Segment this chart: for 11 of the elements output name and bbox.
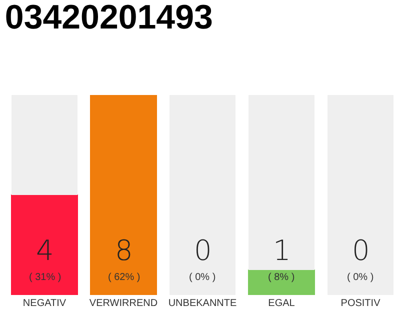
x-tick-label: EGAL bbox=[268, 298, 296, 309]
chart-title: 03420201493 bbox=[4, 0, 213, 37]
data-label: 1 ( 8% ) bbox=[268, 234, 295, 283]
data-label: 0 ( 0% ) bbox=[189, 234, 216, 283]
x-tick-label: POSITIV bbox=[340, 298, 381, 309]
x-tick-label: NEGATIV bbox=[22, 298, 66, 309]
data-label: 4 ( 31% ) bbox=[29, 234, 62, 283]
x-tick-label: VERWIRREND bbox=[89, 298, 158, 309]
data-label: 8 ( 62% ) bbox=[108, 234, 140, 283]
x-tick-label: UNBEKANNTE bbox=[168, 298, 237, 309]
data-label: 0 ( 0% ) bbox=[347, 234, 374, 283]
